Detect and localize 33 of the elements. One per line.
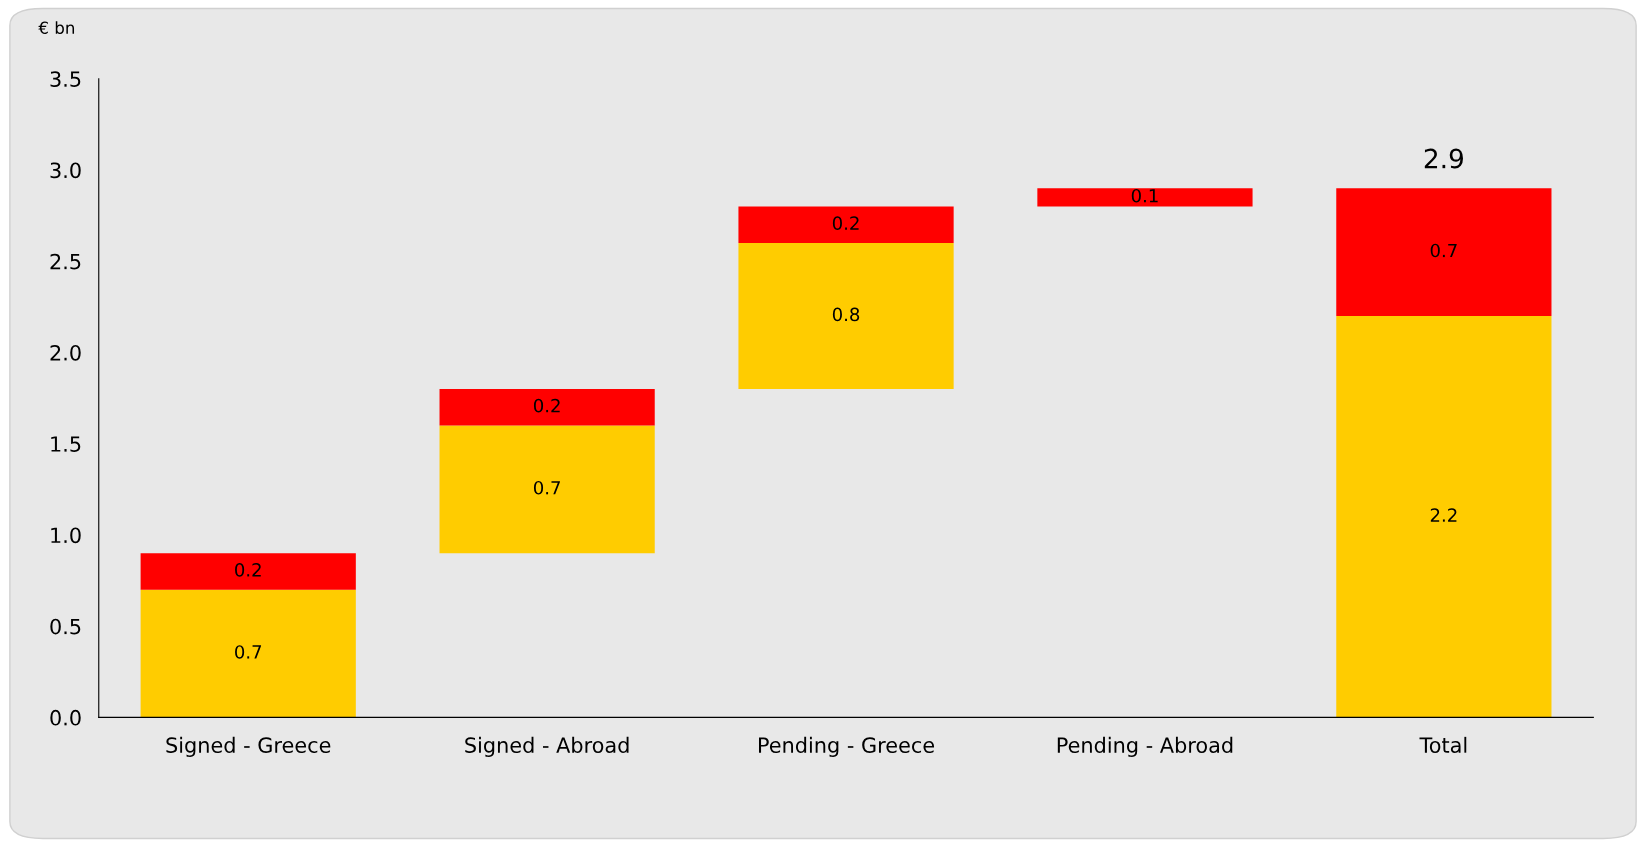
bar	[1336, 315, 1552, 718]
y-tick-label: 3.0	[50, 162, 81, 179]
y-tick-label: 3.5	[50, 71, 81, 87]
total-label: 2.9	[1424, 148, 1463, 169]
data-label: 0.7	[533, 480, 560, 495]
x-tick-label: Total	[1419, 736, 1467, 753]
x-tick-label: Pending - Greece	[759, 736, 935, 758]
bar	[140, 589, 356, 718]
x-tick-label: Signed - Greece	[166, 736, 331, 758]
x-tick-label: Signed - Abroad	[465, 736, 629, 758]
bar	[738, 206, 954, 243]
data-label: 0.2	[832, 216, 859, 230]
bar	[140, 553, 356, 590]
bar	[439, 388, 655, 426]
bar	[1336, 188, 1552, 316]
x-tick-label: Pending - Abroad	[1057, 736, 1233, 758]
bar	[439, 425, 655, 554]
y-tick-label: 2.0	[50, 344, 81, 361]
data-label: 0.8	[832, 307, 860, 322]
bar	[1037, 188, 1253, 207]
data-label: 2.2	[1430, 508, 1457, 522]
y-tick-label: 2.5	[50, 253, 81, 270]
data-label: 0.2	[235, 563, 261, 577]
y-tick-label: 0.5	[50, 618, 81, 635]
y-tick-label: 1.5	[51, 436, 81, 452]
y-tick-label: 1.0	[51, 527, 81, 544]
data-label: 0.2	[533, 398, 560, 413]
bar	[738, 242, 954, 389]
data-label: 0.7	[1430, 243, 1457, 258]
data-label: 0.7	[235, 645, 262, 659]
y-axis-title: € bn	[38, 21, 75, 35]
y-tick-label: 0.0	[50, 709, 81, 726]
data-label: 0.1	[1131, 188, 1158, 203]
